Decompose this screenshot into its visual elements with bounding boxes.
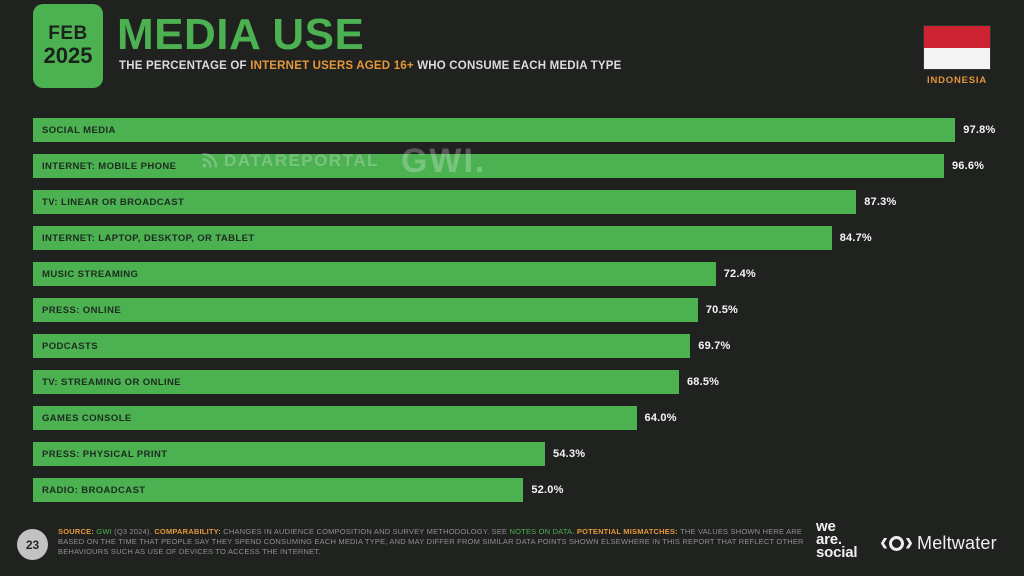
bar-row: PRESS: PHYSICAL PRINT 54.3%	[33, 442, 976, 466]
bar-category-label: RADIO: BROADCAST	[42, 484, 146, 496]
bar-category-label: SOCIAL MEDIA	[42, 124, 116, 136]
subtitle-suffix: WHO CONSUME EACH MEDIA TYPE	[413, 60, 622, 72]
bar: GAMES CONSOLE	[33, 406, 637, 430]
source-segment: (Q3 2024).	[111, 527, 155, 536]
bar: PRESS: PHYSICAL PRINT	[33, 442, 546, 466]
subtitle-prefix: THE PERCENTAGE OF	[119, 60, 251, 72]
meltwater-logo: ‹ › Meltwater	[880, 527, 997, 558]
bar-category-label: PRESS: PHYSICAL PRINT	[42, 448, 168, 460]
source-segment: .	[572, 527, 577, 536]
flag-white-band	[924, 47, 990, 69]
source-link[interactable]: NOTES ON DATA	[509, 527, 573, 536]
meltwater-eye-icon	[889, 535, 904, 551]
we-are-social-line: social	[816, 544, 858, 561]
country-block: INDONESIA	[924, 26, 990, 86]
page-number: 23	[25, 537, 40, 552]
bar-value-label: 72.4%	[723, 268, 756, 280]
flag-red-band	[924, 26, 990, 48]
we-are-social-logo: we are. social	[816, 518, 858, 561]
we-are-social-line: are.	[816, 531, 842, 548]
date-badge: FEB 2025	[33, 4, 103, 88]
bar-category-label: INTERNET: MOBILE PHONE	[42, 160, 177, 172]
bar-value-label: 97.8%	[963, 124, 996, 136]
bar-value-label: 84.7%	[839, 232, 872, 244]
subtitle: THE PERCENTAGE OF INTERNET USERS AGED 16…	[119, 60, 622, 72]
bar: INTERNET: MOBILE PHONE	[33, 154, 944, 178]
date-badge-year: 2025	[43, 43, 93, 69]
bar-row: GAMES CONSOLE 64.0%	[33, 406, 976, 430]
subtitle-highlight: INTERNET USERS AGED 16+	[250, 60, 414, 72]
bar-chart: SOCIAL MEDIA 97.8% INTERNET: MOBILE PHONE 9…	[33, 118, 995, 514]
bar-category-label: GAMES CONSOLE	[42, 412, 132, 424]
bar: RADIO: BROADCAST	[33, 478, 524, 502]
source-segment: CHANGES IN AUDIENCE COMPOSITION AND SURV…	[223, 527, 510, 536]
bar-category-label: TV: LINEAR OR BROADCAST	[42, 196, 185, 208]
bar-value-label: 87.3%	[864, 196, 897, 208]
meltwater-bracket-left-icon: ‹	[880, 527, 888, 558]
bar-value-label: 68.5%	[686, 376, 720, 388]
bar-row: PRESS: ONLINE 70.5%	[33, 298, 976, 322]
bar: MUSIC STREAMING	[33, 262, 716, 286]
bar: TV: LINEAR OR BROADCAST	[33, 190, 857, 214]
source-link[interactable]: GWI	[96, 527, 112, 536]
bar-category-label: INTERNET: LAPTOP, DESKTOP, OR TABLET	[42, 232, 255, 244]
bar-row: TV: STREAMING OR ONLINE 68.5%	[33, 370, 976, 394]
source-segment: SOURCE:	[58, 527, 97, 536]
bar-row: RADIO: BROADCAST 52.0%	[33, 478, 976, 502]
bar: SOCIAL MEDIA	[33, 118, 956, 142]
bar-value-label: 96.6%	[951, 160, 985, 172]
page-title: MEDIA USE	[117, 10, 365, 59]
bar-row: INTERNET: MOBILE PHONE 96.6%	[33, 154, 984, 178]
bar-value-label: 52.0%	[531, 484, 564, 496]
bar: PRESS: ONLINE	[33, 298, 698, 322]
bar-category-label: MUSIC STREAMING	[42, 268, 139, 280]
source-text: SOURCE: GWI (Q3 2024). COMPARABILITY: CH…	[58, 527, 806, 557]
bar: TV: STREAMING OR ONLINE	[33, 370, 679, 394]
bar-row: SOCIAL MEDIA 97.8%	[33, 118, 995, 142]
source-segment: COMPARABILITY:	[154, 527, 224, 536]
bar-value-label: 69.7%	[698, 340, 731, 352]
bar-value-label: 64.0%	[644, 412, 677, 424]
bar-row: INTERNET: LAPTOP, DESKTOP, OR TABLET 84.7…	[33, 226, 976, 250]
bar-value-label: 54.3%	[553, 448, 586, 460]
bar-category-label: TV: STREAMING OR ONLINE	[42, 376, 182, 388]
bar: PODCASTS	[33, 334, 691, 358]
bar-row: PODCASTS 69.7%	[33, 334, 976, 358]
bar-value-label: 70.5%	[705, 304, 739, 316]
meltwater-bracket-right-icon: ›	[905, 527, 913, 558]
country-name: INDONESIA	[927, 75, 987, 86]
page-number-badge: 23	[17, 529, 48, 560]
bar-category-label: PODCASTS	[42, 340, 98, 352]
source-segment: THE VALUES SHOWN HERE ARE BASED ON THE T…	[58, 527, 804, 556]
bar-row: TV: LINEAR OR BROADCAST 87.3%	[33, 190, 976, 214]
bar: INTERNET: LAPTOP, DESKTOP, OR TABLET	[33, 226, 832, 250]
source-segment: POTENTIAL MISMATCHES:	[576, 527, 681, 536]
date-badge-month: FEB	[48, 23, 88, 45]
we-are-social-line: we	[816, 518, 836, 535]
bar-row: MUSIC STREAMING 72.4%	[33, 262, 976, 286]
bar-category-label: PRESS: ONLINE	[42, 304, 122, 316]
indonesia-flag-icon	[924, 26, 990, 69]
meltwater-wordmark: Meltwater	[917, 532, 997, 553]
